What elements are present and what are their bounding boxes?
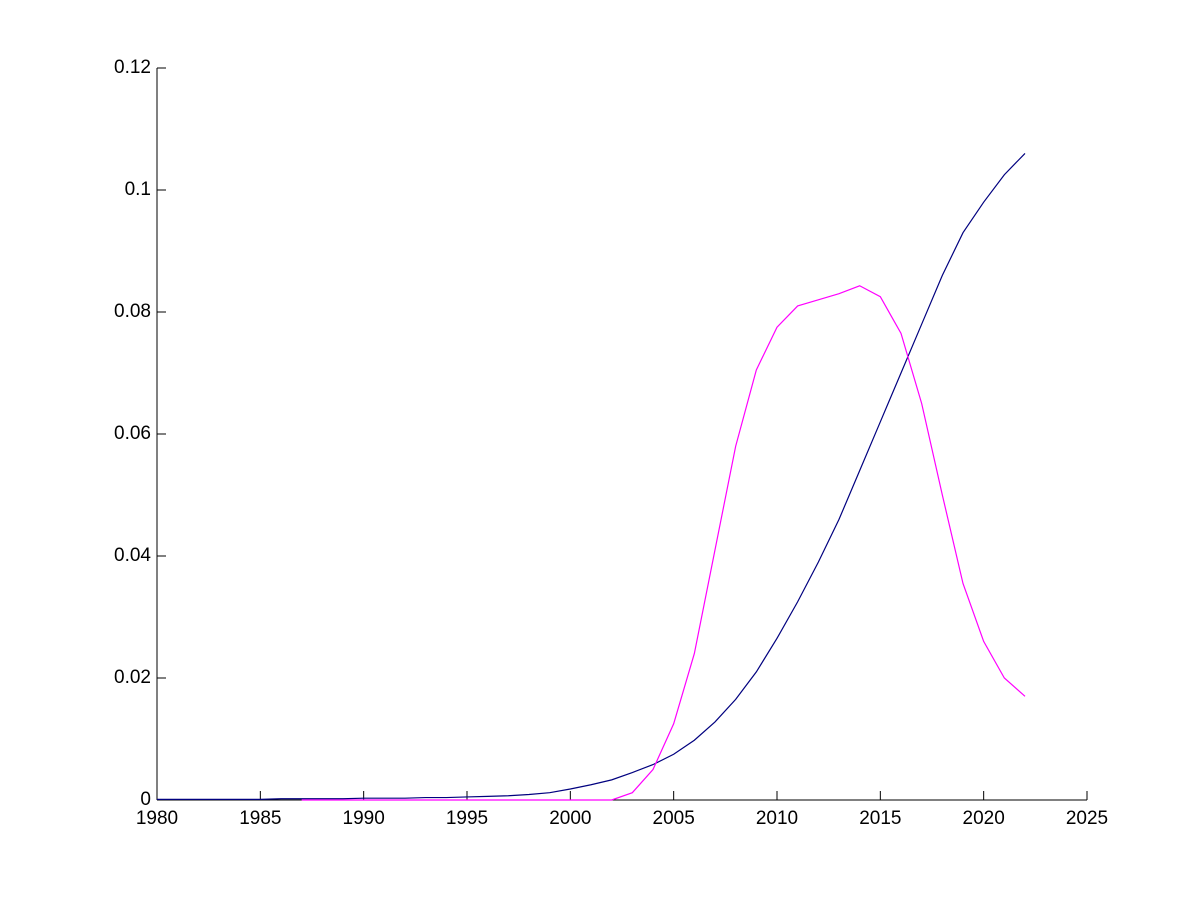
x-tick-label: 2005 [653,808,695,829]
x-tick-label: 1985 [239,808,281,829]
x-tick-label: 2010 [756,808,798,829]
y-tick-label: 0.02 [114,667,151,688]
x-tick-label: 1995 [446,808,488,829]
x-tick-label: 1980 [136,808,178,829]
x-tick-label: 2025 [1066,808,1108,829]
y-tick-label: 0.12 [114,57,151,78]
y-tick-label: 0.06 [114,423,151,444]
y-tick-label: 0 [140,789,151,810]
x-tick-label: 2000 [549,808,591,829]
y-tick-label: 0.08 [114,301,151,322]
y-tick-label: 0.1 [125,179,151,200]
x-tick-label: 2020 [963,808,1005,829]
series-line [157,152,1026,800]
y-tick-label: 0.04 [114,545,151,566]
series-line [301,285,1026,801]
x-tick-label: 1990 [343,808,385,829]
x-tick-label: 2015 [859,808,901,829]
